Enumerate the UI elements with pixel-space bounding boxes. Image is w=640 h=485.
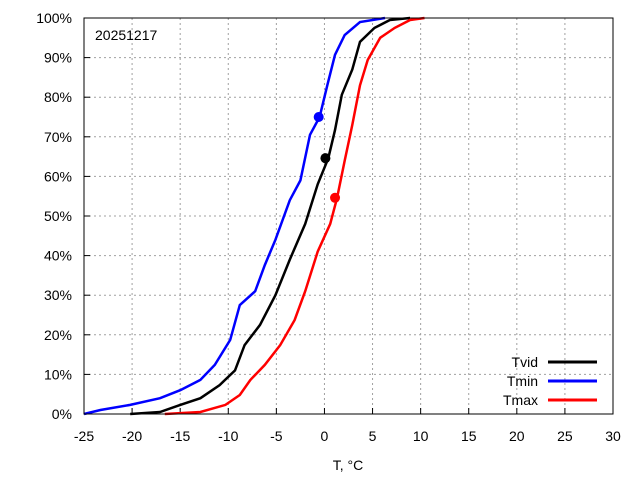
y-tick-label: 90% (44, 50, 72, 66)
x-tick-label: 0 (321, 428, 329, 444)
x-tick-label: -20 (122, 428, 142, 444)
marker-tvid (320, 153, 331, 164)
grid (83, 17, 614, 415)
y-tick-label: 50% (44, 208, 72, 224)
y-tick-label: 80% (44, 89, 72, 105)
series-line-tvid (130, 16, 411, 416)
y-tick-label: 30% (44, 287, 72, 303)
y-tick-label: 100% (36, 10, 72, 26)
x-tick-label: 5 (369, 428, 377, 444)
series-lines (83, 16, 425, 416)
x-tick-label: 20 (509, 428, 525, 444)
x-tick-label: -10 (218, 428, 238, 444)
series-line-tmax (164, 16, 425, 416)
y-tick-label: 60% (44, 168, 72, 184)
x-tick-label: 30 (605, 428, 621, 444)
y-tick-label: 0% (52, 406, 72, 422)
x-tick-label: 10 (413, 428, 429, 444)
x-tick-label: -5 (270, 428, 283, 444)
x-tick-label: -25 (74, 428, 94, 444)
series-line-tmin (83, 16, 386, 416)
plot-frame (83, 17, 614, 415)
y-tick-label: 40% (44, 248, 72, 264)
x-tick-label: 15 (461, 428, 477, 444)
y-tick-label: 20% (44, 327, 72, 343)
legend-label-tmax: Tmax (503, 392, 538, 408)
legend-label-tmin: Tmin (507, 373, 538, 389)
y-tick-label: 10% (44, 366, 72, 382)
x-axis-label: T, °C (333, 457, 364, 473)
marker-tmax (330, 192, 341, 203)
legend: Tvid Tmin Tmax (503, 354, 597, 408)
date-annotation: 20251217 (95, 27, 158, 43)
x-tick-label: 25 (557, 428, 573, 444)
y-tick-label: 70% (44, 129, 72, 145)
marker-tmin (313, 112, 324, 122)
ticks: -25 -20 -15 -10 -5 0 5 10 15 20 25 30 0% 10% 20% 30% 40%… (36, 10, 621, 444)
x-tick-label: -15 (170, 428, 190, 444)
legend-label-tvid: Tvid (512, 354, 538, 370)
